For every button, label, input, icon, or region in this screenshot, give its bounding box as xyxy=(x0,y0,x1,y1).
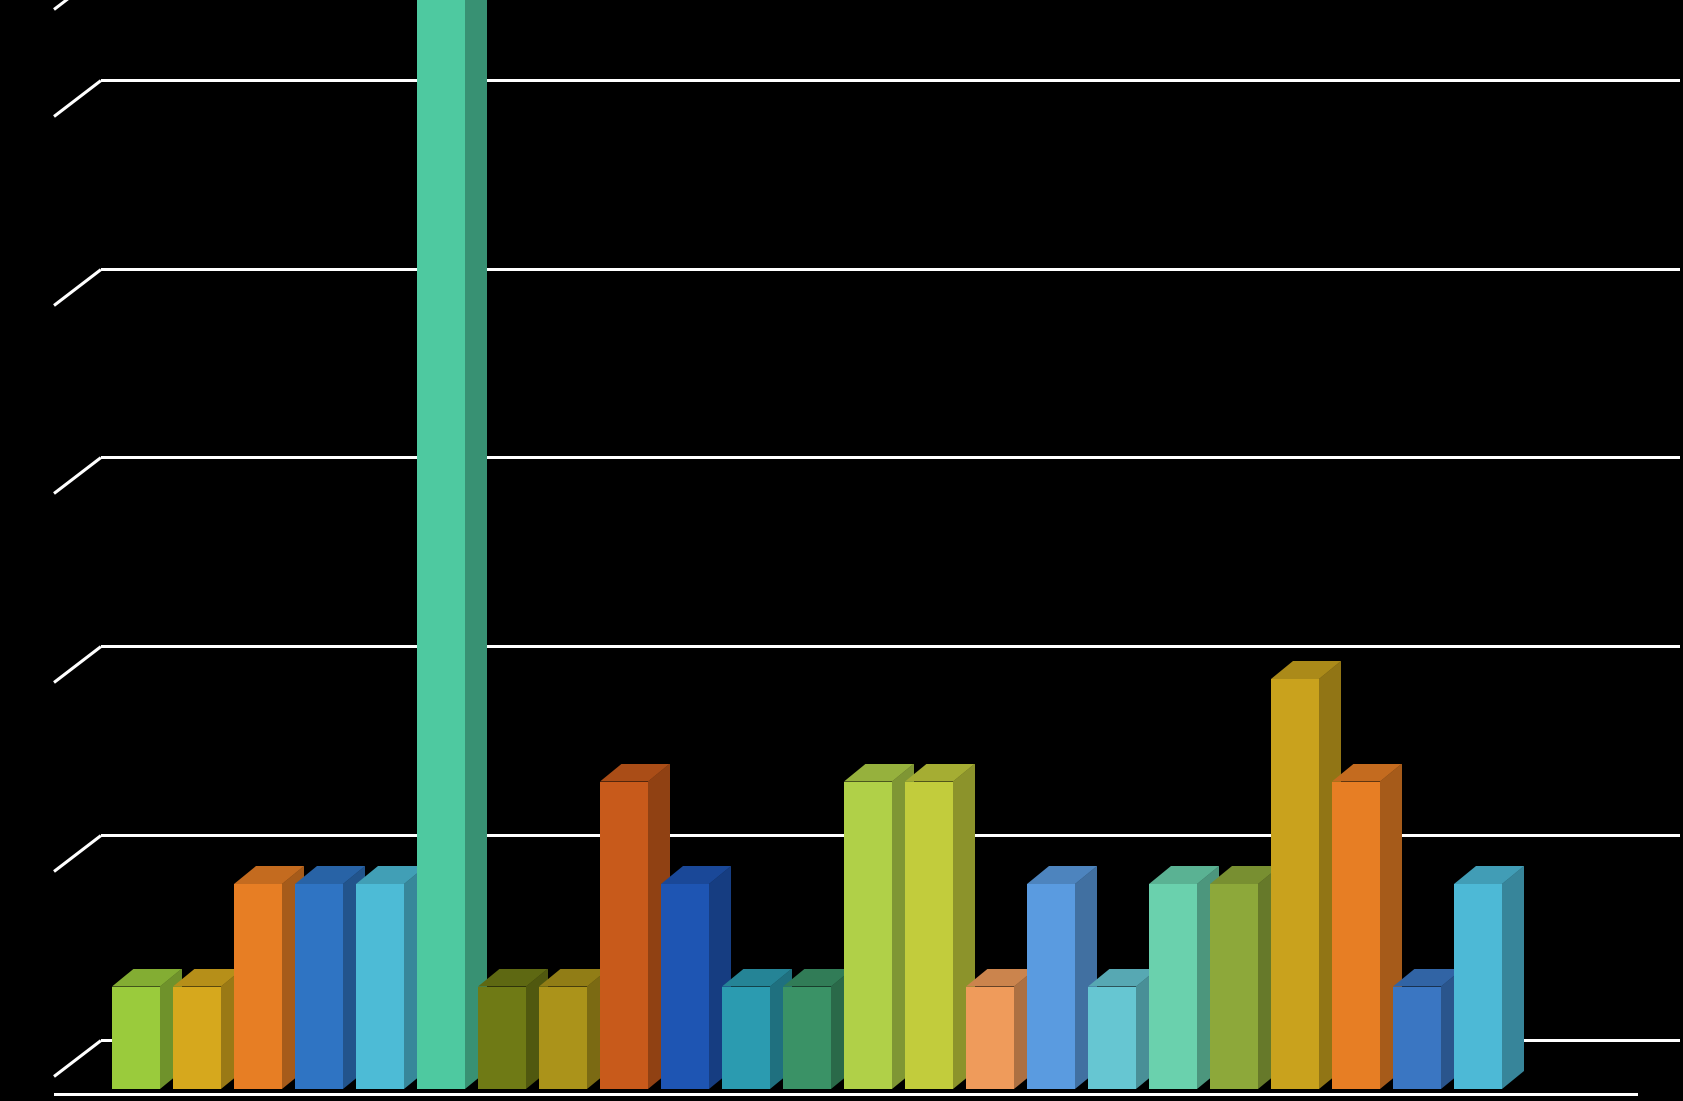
bar-front xyxy=(478,987,526,1090)
gridline xyxy=(101,645,1680,648)
bar-front xyxy=(905,782,953,1090)
bar-front xyxy=(1393,987,1441,1090)
gridline-depth xyxy=(53,0,102,11)
bar-side xyxy=(1502,866,1524,1089)
gridline xyxy=(101,456,1680,459)
bar-front xyxy=(173,987,221,1090)
bar-front xyxy=(1271,679,1319,1089)
floor-front-edge xyxy=(54,1093,1638,1096)
bar-front xyxy=(844,782,892,1090)
bar-front xyxy=(1149,884,1197,1089)
bar-front xyxy=(966,987,1014,1090)
bar-front xyxy=(539,987,587,1090)
gridline-depth xyxy=(53,79,102,117)
bar-front xyxy=(1027,884,1075,1089)
gridline-depth xyxy=(53,1039,102,1077)
bar-front xyxy=(417,0,465,1089)
bar-front xyxy=(1088,987,1136,1090)
bar-front xyxy=(234,884,282,1089)
bar-front xyxy=(661,884,709,1089)
gridline-depth xyxy=(53,268,102,306)
gridline-depth xyxy=(53,456,102,494)
bar-front xyxy=(356,884,404,1089)
gridline-depth xyxy=(53,645,102,683)
bar-front xyxy=(600,782,648,1090)
gridline-depth xyxy=(53,834,102,872)
gridline xyxy=(101,79,1680,82)
bar-front xyxy=(1332,782,1380,1090)
bar-front xyxy=(1454,884,1502,1089)
gridline xyxy=(101,268,1680,271)
bar-front xyxy=(1210,884,1258,1089)
bar-front xyxy=(112,987,160,1090)
bar-side xyxy=(465,0,487,1089)
bar-front xyxy=(722,987,770,1090)
bar-chart xyxy=(0,0,1683,1101)
bar-front xyxy=(295,884,343,1089)
bar-front xyxy=(783,987,831,1090)
